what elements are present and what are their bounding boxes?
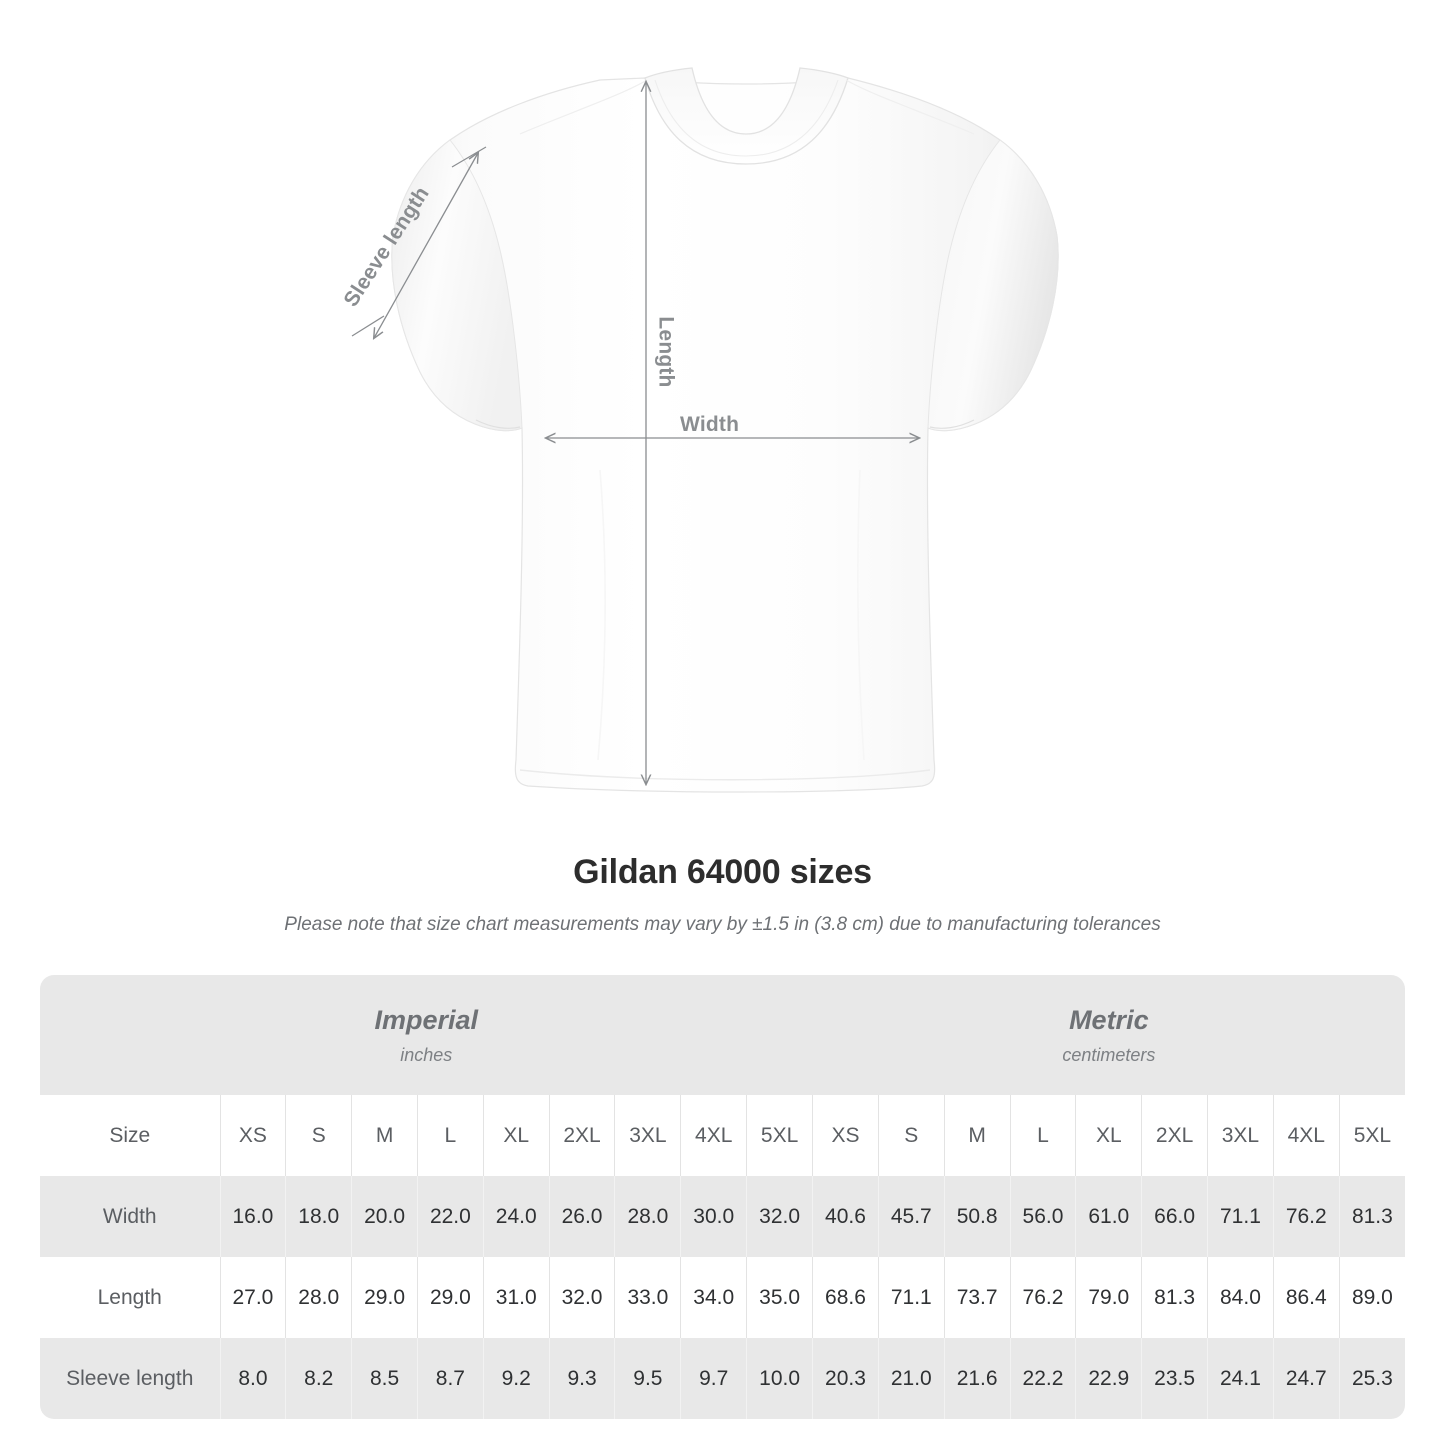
- cell-imperial-sleeve-length-3xl: 9.5: [614, 1338, 681, 1419]
- cell-imperial-width-m: 20.0: [351, 1176, 418, 1257]
- cell-metric-length-s: 71.1: [877, 1257, 945, 1338]
- cell-metric-width-l: 56.0: [1009, 1176, 1076, 1257]
- cell-metric-sleeve-length-3xl: 24.1: [1207, 1338, 1274, 1419]
- size-header-imperial-5xl: 5XL: [746, 1095, 813, 1176]
- size-header-imperial-l: L: [416, 1095, 484, 1176]
- cell-metric-length-xl: 79.0: [1075, 1257, 1142, 1338]
- size-header-metric-m: M: [943, 1095, 1011, 1176]
- cell-metric-sleeve-length-2xl: 23.5: [1141, 1338, 1208, 1419]
- cell-imperial-length-5xl: 35.0: [746, 1257, 813, 1338]
- size-header-imperial-xs: XS: [219, 1095, 286, 1176]
- metric-banner-cell: Metric centimeters: [812, 975, 1406, 1095]
- cell-imperial-sleeve-length-m: 8.5: [351, 1338, 418, 1419]
- cell-metric-sleeve-length-xs: 20.3: [812, 1338, 879, 1419]
- cell-metric-length-l: 76.2: [1009, 1257, 1076, 1338]
- cell-metric-length-3xl: 84.0: [1207, 1257, 1274, 1338]
- cell-imperial-width-xl: 24.0: [482, 1176, 550, 1257]
- cell-metric-sleeve-length-l: 22.2: [1009, 1338, 1076, 1419]
- size-header-metric-l: L: [1009, 1095, 1076, 1176]
- width-label: Width: [680, 413, 740, 436]
- cell-metric-width-xs: 40.6: [812, 1176, 879, 1257]
- cell-metric-length-xs: 68.6: [812, 1257, 879, 1338]
- cell-imperial-length-l: 29.0: [416, 1257, 484, 1338]
- cell-imperial-width-s: 18.0: [285, 1176, 352, 1257]
- cell-imperial-width-5xl: 32.0: [746, 1176, 813, 1257]
- cell-imperial-width-3xl: 28.0: [614, 1176, 681, 1257]
- cell-metric-sleeve-length-xl: 22.9: [1075, 1338, 1142, 1419]
- cell-metric-sleeve-length-m: 21.6: [943, 1338, 1011, 1419]
- cell-imperial-width-4xl: 30.0: [680, 1176, 747, 1257]
- size-header-imperial-4xl: 4XL: [680, 1095, 747, 1176]
- table-row: Width 16.0 18.0 20.0 22.0 24.0 26.0 28.0 30.0 32.…: [40, 1176, 1406, 1257]
- cell-imperial-length-xl: 31.0: [482, 1257, 550, 1338]
- size-header-imperial-xl: XL: [482, 1095, 550, 1176]
- title-block: Gildan 64000 sizes Please note that size…: [0, 835, 1445, 936]
- cell-imperial-width-2xl: 26.0: [548, 1176, 615, 1257]
- cell-imperial-sleeve-length-xs: 8.0: [219, 1338, 286, 1419]
- size-header-metric-s: S: [877, 1095, 945, 1176]
- cell-metric-width-3xl: 71.1: [1207, 1176, 1274, 1257]
- cell-imperial-sleeve-length-2xl: 9.3: [548, 1338, 615, 1419]
- tshirt-diagram: Sleeve length Length Width: [339, 67, 1059, 793]
- imperial-banner-cell: Imperial inches: [40, 975, 813, 1095]
- size-chart-table-wrapper: Imperial inches Metric centimeters Size XS S M L…: [40, 975, 1406, 1419]
- cell-imperial-length-xs: 27.0: [219, 1257, 286, 1338]
- cell-metric-width-s: 45.7: [877, 1176, 945, 1257]
- metric-label: Metric: [1069, 1004, 1149, 1035]
- cell-metric-length-2xl: 81.3: [1141, 1257, 1208, 1338]
- cell-imperial-sleeve-length-xl: 9.2: [482, 1338, 550, 1419]
- cell-imperial-sleeve-length-s: 8.2: [285, 1338, 352, 1419]
- units-banner-row: Imperial inches Metric centimeters: [40, 975, 1406, 1095]
- size-header-metric-2xl: 2XL: [1141, 1095, 1208, 1176]
- cell-metric-length-5xl: 89.0: [1338, 1257, 1406, 1338]
- imperial-unit: inches: [400, 1044, 453, 1065]
- size-header-imperial-m: M: [351, 1095, 418, 1176]
- size-header-metric-5xl: 5XL: [1338, 1095, 1406, 1176]
- cell-imperial-width-xs: 16.0: [219, 1176, 286, 1257]
- size-header-imperial-3xl: 3XL: [614, 1095, 681, 1176]
- cell-imperial-sleeve-length-4xl: 9.7: [680, 1338, 747, 1419]
- cell-metric-width-xl: 61.0: [1075, 1176, 1142, 1257]
- size-header-metric-4xl: 4XL: [1272, 1095, 1340, 1176]
- cell-metric-length-4xl: 86.4: [1272, 1257, 1340, 1338]
- cell-metric-width-m: 50.8: [943, 1176, 1011, 1257]
- row-label-sleeve-length: Sleeve length: [40, 1338, 220, 1419]
- metric-unit: centimeters: [1062, 1044, 1156, 1065]
- length-label: Length: [654, 316, 678, 388]
- cell-imperial-length-2xl: 32.0: [548, 1257, 615, 1338]
- cell-imperial-sleeve-length-5xl: 10.0: [746, 1338, 813, 1419]
- cell-metric-width-5xl: 81.3: [1338, 1176, 1406, 1257]
- cell-metric-width-2xl: 66.0: [1141, 1176, 1208, 1257]
- tolerance-note: Please note that size chart measurements…: [284, 914, 1161, 935]
- cell-metric-sleeve-length-5xl: 25.3: [1338, 1338, 1406, 1419]
- row-label-width: Width: [40, 1176, 220, 1257]
- page-title: Gildan 64000 sizes: [573, 853, 872, 891]
- cell-metric-sleeve-length-4xl: 24.7: [1272, 1338, 1340, 1419]
- table-row: Length 27.0 28.0 29.0 29.0 31.0 32.0 33.0 34.0 35…: [40, 1257, 1406, 1338]
- cell-metric-width-4xl: 76.2: [1272, 1176, 1340, 1257]
- cell-imperial-length-m: 29.0: [351, 1257, 418, 1338]
- size-header-metric-xl: XL: [1075, 1095, 1142, 1176]
- size-header-row: Size XS S M L XL 2XL 3XL 4XL 5XL XS S M L XL 2XL 3XL 4XL 5…: [40, 1095, 1406, 1176]
- size-header-metric-3xl: 3XL: [1207, 1095, 1274, 1176]
- size-chart-table: Imperial inches Metric centimeters Size XS S M L…: [40, 975, 1406, 1419]
- size-header-imperial-s: S: [285, 1095, 352, 1176]
- cell-imperial-width-l: 22.0: [416, 1176, 484, 1257]
- imperial-label: Imperial: [374, 1004, 479, 1035]
- cell-imperial-length-4xl: 34.0: [680, 1257, 747, 1338]
- size-header-imperial-2xl: 2XL: [548, 1095, 615, 1176]
- cell-imperial-length-3xl: 33.0: [614, 1257, 681, 1338]
- table-row: Sleeve length 8.0 8.2 8.5 8.7 9.2 9.3 9.5 9.7 10.…: [40, 1338, 1406, 1419]
- tshirt-illustration: [351, 67, 1059, 793]
- cell-metric-length-m: 73.7: [943, 1257, 1011, 1338]
- row-label-length: Length: [40, 1257, 220, 1338]
- size-header-metric-xs: XS: [812, 1095, 879, 1176]
- cell-imperial-length-s: 28.0: [285, 1257, 352, 1338]
- sleeve-dimension-arrow: [351, 146, 487, 338]
- cell-metric-sleeve-length-s: 21.0: [877, 1338, 945, 1419]
- size-corner-label: Size: [40, 1095, 220, 1176]
- cell-imperial-sleeve-length-l: 8.7: [416, 1338, 484, 1419]
